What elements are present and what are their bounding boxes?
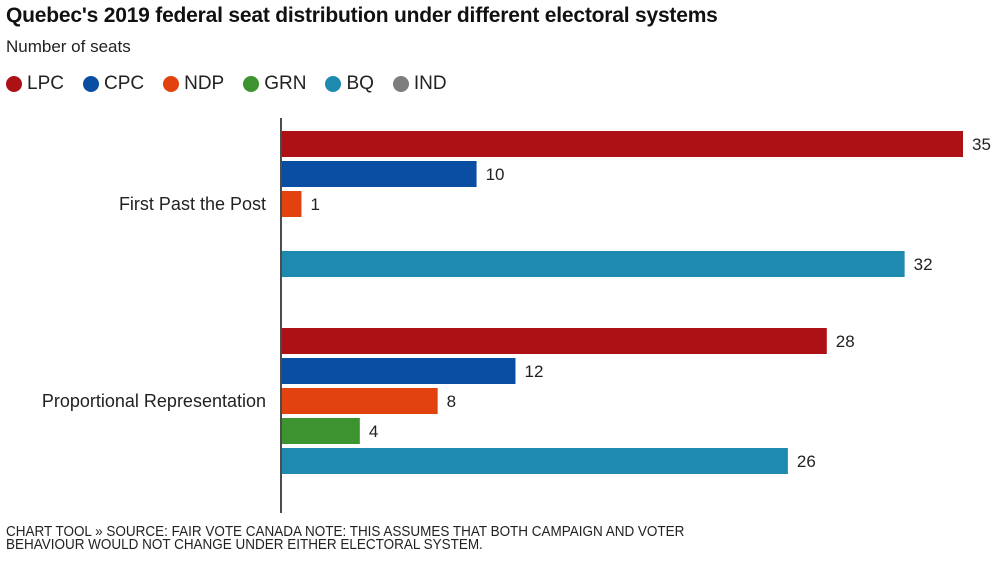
legend-dot-icon — [325, 76, 342, 92]
bar-cpc-pr — [282, 358, 516, 384]
bar-cpc-fptp — [282, 161, 477, 187]
data-label: 10 — [486, 165, 505, 184]
legend-dot-icon — [82, 76, 99, 92]
data-label: 32 — [914, 255, 933, 274]
legend-dot-icon — [392, 76, 409, 92]
legend-item-ndp[interactable]: NDP — [163, 73, 224, 95]
bars-group — [282, 131, 963, 474]
legend-dot-icon — [243, 76, 260, 92]
bar-ndp-pr — [282, 388, 438, 414]
bar-lpc-pr — [282, 328, 827, 354]
source-note: CHART TOOL » SOURCE: FAIR VOTE CANADA NO… — [6, 524, 685, 553]
data-label: 26 — [797, 452, 816, 471]
legend-label: GRN — [264, 73, 307, 94]
data-label: 12 — [524, 362, 543, 381]
legend-item-lpc[interactable]: LPC — [6, 73, 64, 95]
data-label: 35 — [972, 135, 991, 154]
data-label: 1 — [310, 195, 319, 214]
legend-dot-icon — [163, 76, 180, 92]
legend-label: CPC — [103, 73, 145, 94]
category-label: Proportional Representation — [42, 391, 266, 411]
bar-ndp-fptp — [282, 191, 302, 217]
data-label: 4 — [369, 422, 378, 441]
bar-bq-pr — [282, 448, 788, 474]
labels-group: First Past the Post 35 10 1 32 Proportional R… — [42, 135, 991, 471]
source-note-line-1: CHART TOOL » SOURCE: FAIR VOTE CANADA NO… — [6, 524, 685, 540]
legend-label: BQ — [346, 73, 374, 94]
chart-subtitle: Number of seats — [6, 37, 131, 56]
legend-item-bq[interactable]: BQ — [325, 73, 374, 95]
bar-lpc-fptp — [282, 131, 963, 157]
data-label: 28 — [836, 332, 855, 351]
legend-label: NDP — [184, 73, 225, 94]
legend-label: LPC — [27, 73, 64, 94]
data-label: 8 — [447, 392, 456, 411]
category-label: First Past the Post — [119, 194, 266, 214]
bar-grn-pr — [282, 418, 360, 444]
legend-label: IND — [413, 73, 447, 94]
legend-item-ind[interactable]: IND — [392, 73, 447, 95]
legend-item-grn[interactable]: GRN — [243, 73, 306, 95]
bar-bq-fptp — [282, 251, 905, 277]
chart-title: Quebec's 2019 federal seat distribution … — [6, 4, 718, 27]
legend: LPC CPC NDP GRN BQ IND — [6, 73, 466, 95]
legend-dot-icon — [6, 76, 22, 92]
legend-item-cpc[interactable]: CPC — [82, 73, 145, 95]
source-note-line-2: BEHAVIOUR WOULD NOT CHANGE UNDER EITHER … — [6, 537, 483, 553]
